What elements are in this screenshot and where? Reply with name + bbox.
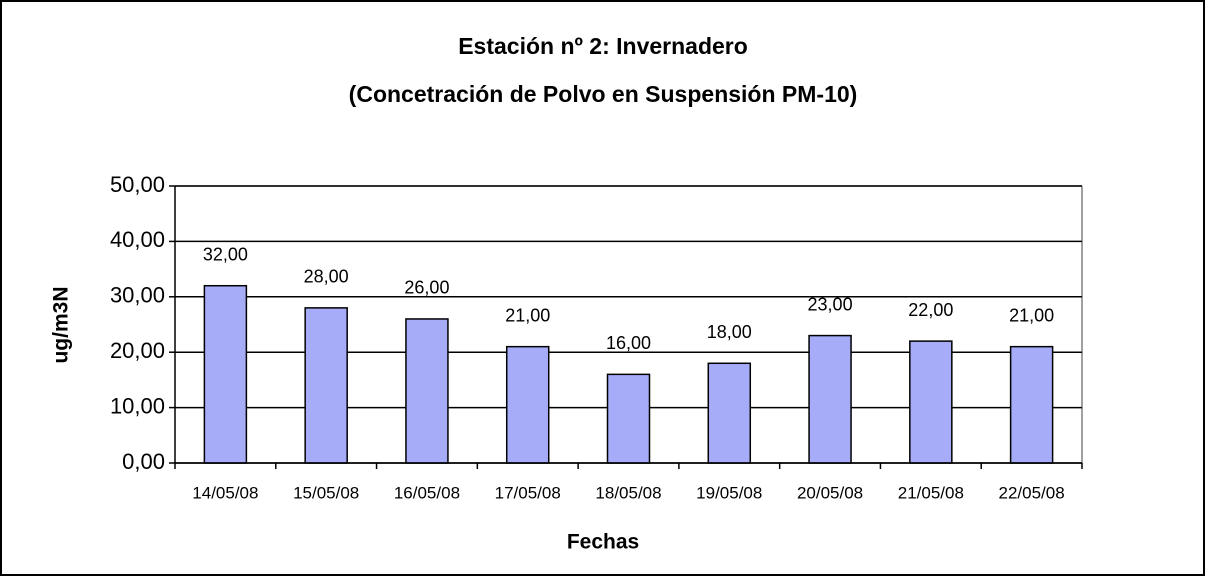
- data-label: 26,00: [404, 278, 449, 298]
- data-label: 16,00: [606, 333, 651, 353]
- bar: [909, 340, 953, 464]
- y-tick-label: 0,00: [122, 449, 165, 474]
- y-tick-label: 10,00: [110, 393, 165, 418]
- x-tick-label: 15/05/08: [293, 483, 359, 502]
- bar: [606, 373, 651, 464]
- x-axis-label: Fechas: [567, 531, 639, 554]
- data-label: 21,00: [505, 305, 550, 325]
- bar: [707, 362, 752, 464]
- y-tick-label: 40,00: [110, 227, 165, 252]
- data-label: 23,00: [808, 294, 853, 314]
- y-tick-label: 50,00: [110, 172, 165, 197]
- data-label: 22,00: [908, 300, 953, 320]
- data-label: 32,00: [203, 244, 248, 264]
- chart-subtitle: (Concetración de Polvo en Suspensión PM-…: [349, 81, 858, 107]
- x-tick-label: 19/05/08: [696, 483, 762, 502]
- x-tick-label: 17/05/08: [495, 483, 561, 502]
- x-tick-label: 16/05/08: [394, 483, 460, 502]
- bar: [1009, 345, 1054, 464]
- x-tick-label: 22/05/08: [999, 483, 1065, 502]
- y-axis-label: ug/m3N: [50, 286, 73, 363]
- data-label: 21,00: [1009, 305, 1054, 325]
- bar: [304, 307, 348, 464]
- x-tick-label: 18/05/08: [595, 483, 661, 502]
- y-tick-label: 20,00: [110, 338, 165, 363]
- bar: [808, 334, 852, 464]
- data-label: 28,00: [304, 267, 349, 287]
- bar: [505, 345, 550, 464]
- chart-title: Estación nº 2: Invernadero: [458, 33, 748, 59]
- bar: [405, 318, 449, 464]
- data-label: 18,00: [707, 322, 752, 342]
- x-tick-label: 14/05/08: [192, 483, 258, 502]
- x-tick-label: 21/05/08: [898, 483, 964, 502]
- x-tick-label: 20/05/08: [797, 483, 863, 502]
- y-tick-label: 30,00: [110, 283, 165, 308]
- bar: [203, 284, 248, 464]
